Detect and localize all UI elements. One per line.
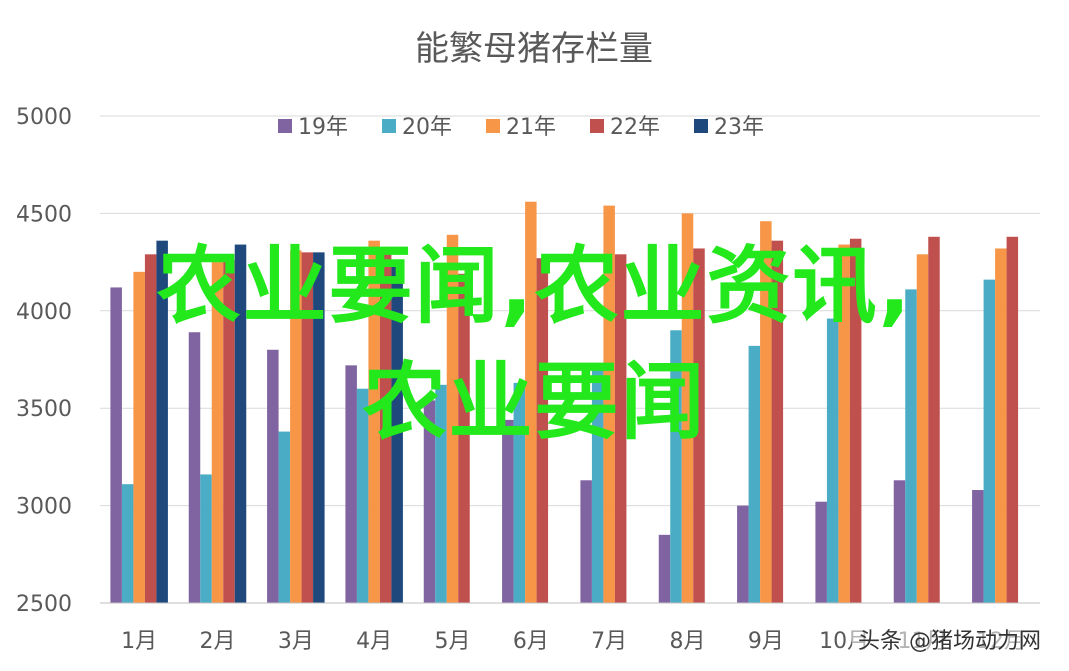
legend-label: 20年 <box>402 115 452 140</box>
legend-swatch <box>382 119 396 133</box>
legend-label: 19年 <box>298 115 348 140</box>
bar <box>670 330 682 603</box>
bars <box>110 201 1019 604</box>
bar <box>290 250 302 604</box>
x-tick-label: 6月 <box>513 629 549 654</box>
y-tick-label: 5000 <box>16 105 72 130</box>
overlay-text-line-1: 农业要闻,农业资讯, <box>156 237 913 335</box>
bar <box>144 254 157 604</box>
legend-label: 23年 <box>714 115 764 140</box>
bar <box>502 419 514 603</box>
bar <box>278 431 291 603</box>
bar <box>458 273 470 603</box>
bar <box>603 205 615 603</box>
bar <box>771 240 784 603</box>
bar <box>1006 236 1019 603</box>
bar <box>737 505 749 603</box>
bar <box>972 490 984 603</box>
x-tick-label: 9月 <box>748 629 784 654</box>
bar <box>345 365 357 603</box>
bar <box>267 349 279 603</box>
bar <box>301 252 314 604</box>
x-tick-label: 4月 <box>356 629 392 654</box>
bar <box>423 400 436 603</box>
watermark: 头条 @猪场动力网 <box>852 621 1047 657</box>
chart-title: 能繁母猪存栏量 <box>415 29 653 69</box>
bar <box>391 264 403 603</box>
bar <box>928 236 940 603</box>
bar <box>826 318 839 603</box>
bar <box>356 388 369 603</box>
bar <box>893 480 906 603</box>
y-tick-label: 3000 <box>16 495 72 520</box>
x-tick-label: 5月 <box>435 629 471 654</box>
x-tick-label: 3月 <box>278 629 314 654</box>
x-tick-label: 8月 <box>670 629 706 654</box>
bar <box>110 287 122 603</box>
legend: 19年 20年 21年 22年 23年 <box>278 115 764 140</box>
bar <box>156 240 168 603</box>
bar <box>658 534 671 603</box>
bar <box>838 244 850 603</box>
bar <box>525 201 537 603</box>
legend-swatch <box>694 119 708 133</box>
y-tick-label: 4500 <box>16 202 72 227</box>
y-tick-label: 4000 <box>16 300 72 325</box>
bar <box>435 384 447 603</box>
legend-swatch <box>486 119 500 133</box>
bar <box>591 369 604 603</box>
bar <box>200 474 212 603</box>
x-tick-label: 1月 <box>121 629 157 654</box>
bar <box>536 258 549 603</box>
bar <box>211 262 224 603</box>
legend-swatch <box>278 119 292 133</box>
bar <box>748 345 761 603</box>
y-tick-label: 2500 <box>16 592 72 617</box>
bar <box>580 480 592 603</box>
bar <box>446 234 459 603</box>
bar <box>916 254 929 604</box>
legend-label: 21年 <box>506 115 556 140</box>
bar <box>995 248 1007 604</box>
x-tick-label: 2月 <box>200 629 236 654</box>
bar <box>368 240 380 603</box>
bar <box>121 484 134 603</box>
bar <box>513 382 526 603</box>
bar <box>760 221 772 603</box>
legend-swatch <box>590 119 604 133</box>
bar <box>223 260 235 603</box>
bar <box>234 244 247 603</box>
y-tick-label: 3500 <box>16 397 72 422</box>
bar <box>188 332 201 603</box>
bar <box>905 289 917 603</box>
bar <box>133 271 145 603</box>
bar <box>693 248 705 604</box>
legend-label: 22年 <box>610 115 660 140</box>
bar <box>681 213 694 603</box>
bar <box>379 252 392 604</box>
overlay-text-line-2: 农业要闻 <box>362 353 707 451</box>
bar <box>983 279 996 603</box>
bar <box>849 238 862 603</box>
bar <box>313 252 325 604</box>
x-tick-label: 7月 <box>591 629 627 654</box>
bar <box>614 254 627 604</box>
bar <box>815 501 827 603</box>
